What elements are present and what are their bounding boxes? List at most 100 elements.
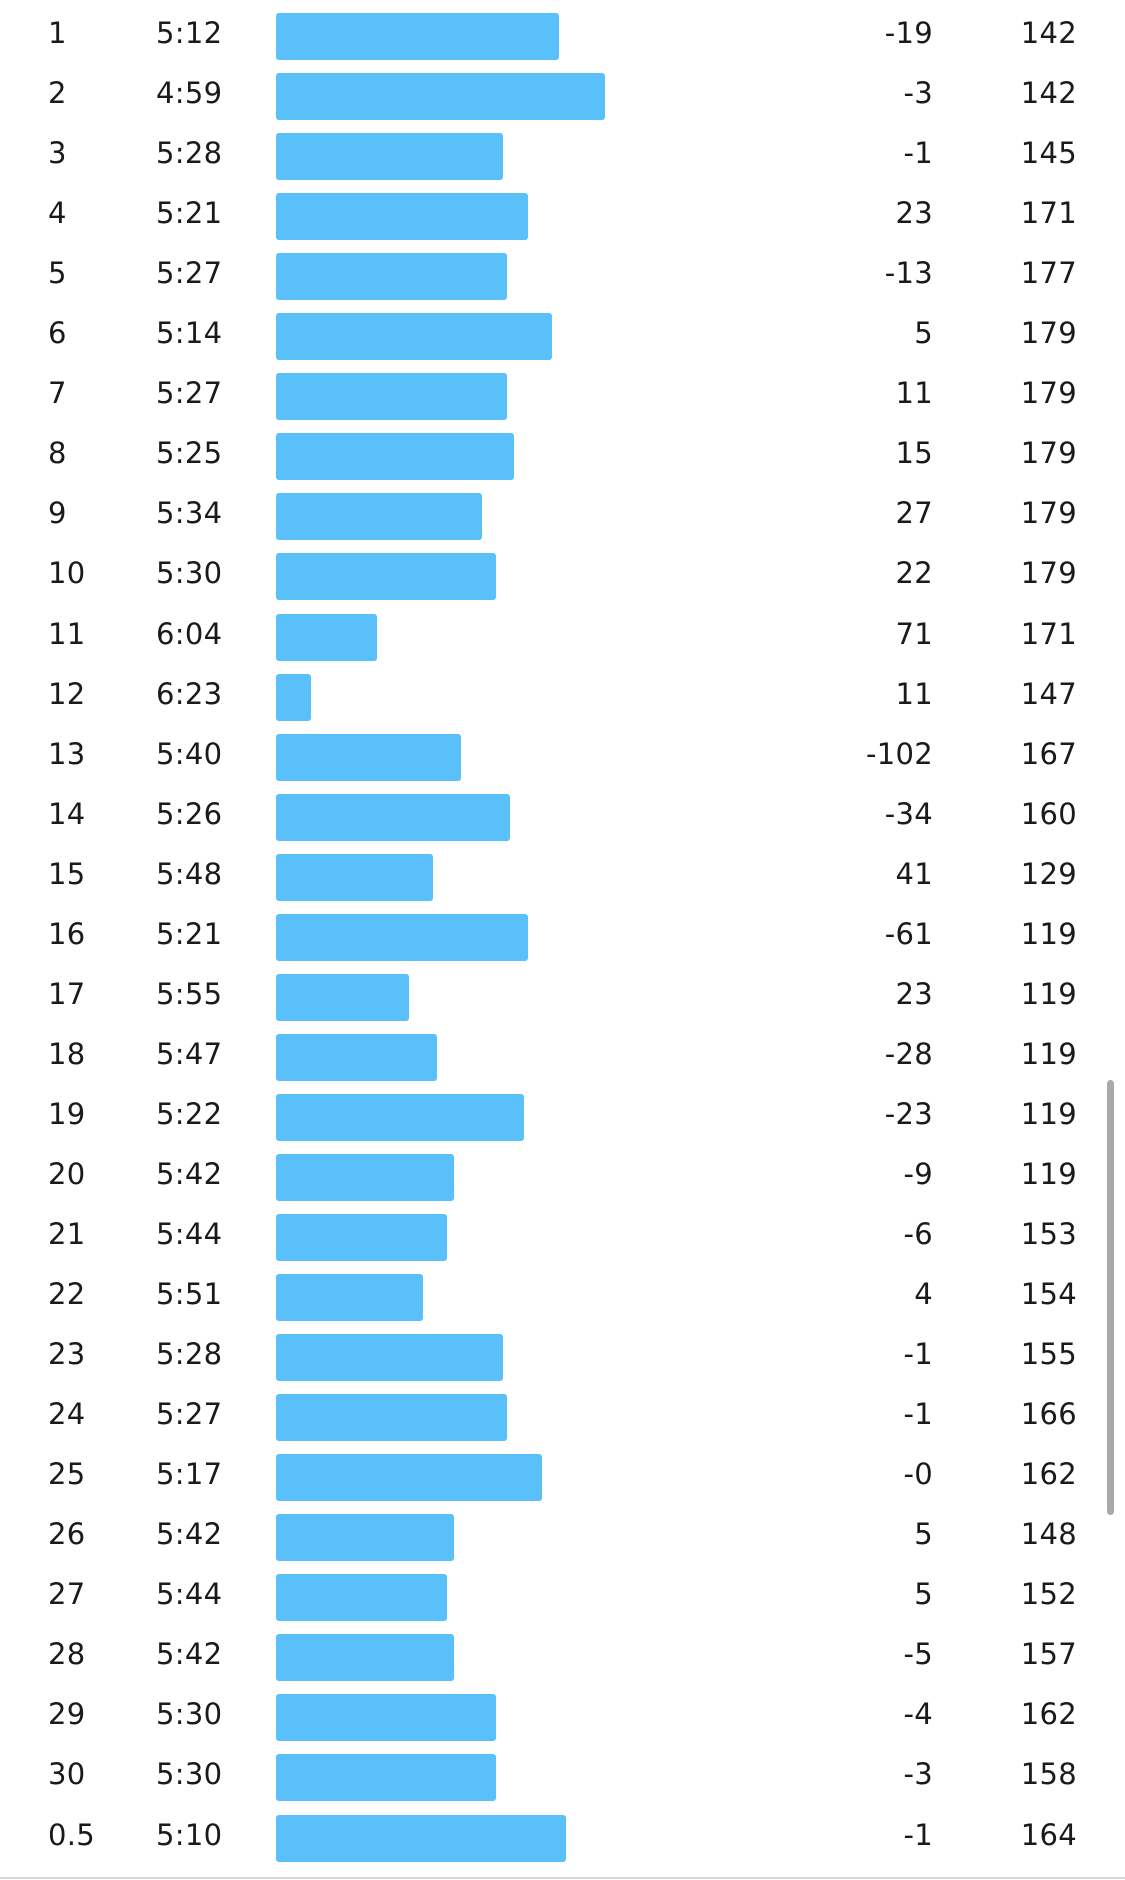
pace-bar: [276, 373, 507, 420]
split-pace: 5:48: [156, 844, 222, 904]
pace-bar: [276, 614, 377, 661]
pace-bar: [276, 1454, 542, 1501]
split-elevation: 5: [813, 1564, 933, 1624]
split-elevation: -1: [813, 1384, 933, 1444]
split-pace: 5:47: [156, 1024, 222, 1084]
split-heart-rate: 167: [957, 724, 1077, 784]
split-elevation: 71: [813, 604, 933, 664]
split-elevation: -9: [813, 1144, 933, 1204]
split-heart-rate: 179: [957, 303, 1077, 363]
split-elevation: 5: [813, 303, 933, 363]
split-row: 16 5:21 -61 119: [0, 904, 1125, 964]
split-heart-rate: 119: [957, 964, 1077, 1024]
split-pace: 5:51: [156, 1264, 222, 1324]
split-elevation: 23: [813, 183, 933, 243]
split-pace: 5:25: [156, 423, 222, 483]
split-pace: 5:10: [156, 1805, 222, 1865]
split-elevation: -1: [813, 1805, 933, 1865]
split-km: 1: [48, 3, 67, 63]
split-pace: 5:22: [156, 1084, 222, 1144]
split-km: 10: [48, 543, 86, 603]
split-elevation: 22: [813, 543, 933, 603]
split-pace: 5:28: [156, 1324, 222, 1384]
split-km: 4: [48, 183, 67, 243]
split-heart-rate: 158: [957, 1744, 1077, 1804]
pace-bar: [276, 253, 507, 300]
split-pace: 5:26: [156, 784, 222, 844]
pace-bar: [276, 73, 605, 120]
split-row: 17 5:55 23 119: [0, 964, 1125, 1024]
split-elevation: -3: [813, 63, 933, 123]
split-pace: 5:12: [156, 3, 222, 63]
split-heart-rate: 119: [957, 1144, 1077, 1204]
split-elevation: -3: [813, 1744, 933, 1804]
pace-bar: [276, 854, 433, 901]
pace-bar: [276, 553, 496, 600]
split-row: 7 5:27 11 179: [0, 363, 1125, 423]
split-km: 28: [48, 1624, 86, 1684]
split-heart-rate: 142: [957, 3, 1077, 63]
split-pace: 5:28: [156, 123, 222, 183]
pace-bar: [276, 794, 510, 841]
split-heart-rate: 171: [957, 183, 1077, 243]
split-row: 25 5:17 -0 162: [0, 1444, 1125, 1504]
split-elevation: -13: [813, 243, 933, 303]
split-row: 13 5:40 -102 167: [0, 724, 1125, 784]
split-row: 10 5:30 22 179: [0, 543, 1125, 603]
pace-bar: [276, 1815, 566, 1862]
split-elevation: -23: [813, 1084, 933, 1144]
split-heart-rate: 160: [957, 784, 1077, 844]
split-pace: 5:27: [156, 243, 222, 303]
split-km: 25: [48, 1444, 86, 1504]
split-elevation: 11: [813, 664, 933, 724]
split-km: 8: [48, 423, 67, 483]
split-heart-rate: 154: [957, 1264, 1077, 1324]
pace-bar: [276, 1334, 503, 1381]
split-heart-rate: 145: [957, 123, 1077, 183]
split-km: 18: [48, 1024, 86, 1084]
pace-bar: [276, 1034, 437, 1081]
split-heart-rate: 148: [957, 1504, 1077, 1564]
split-elevation: 27: [813, 483, 933, 543]
pace-bar: [276, 193, 528, 240]
split-heart-rate: 179: [957, 423, 1077, 483]
bottom-divider: [0, 1877, 1125, 1879]
split-elevation: -19: [813, 3, 933, 63]
split-heart-rate: 164: [957, 1805, 1077, 1865]
split-elevation: -34: [813, 784, 933, 844]
split-pace: 5:27: [156, 363, 222, 423]
split-heart-rate: 162: [957, 1444, 1077, 1504]
split-heart-rate: 179: [957, 483, 1077, 543]
split-heart-rate: 129: [957, 844, 1077, 904]
pace-bar: [276, 1214, 447, 1261]
split-km: 0.5: [48, 1805, 95, 1865]
pace-bar: [276, 1574, 447, 1621]
split-pace: 5:44: [156, 1564, 222, 1624]
split-row: 20 5:42 -9 119: [0, 1144, 1125, 1204]
split-km: 30: [48, 1744, 86, 1804]
scrollbar-thumb[interactable]: [1107, 1080, 1114, 1515]
split-row: 2 4:59 -3 142: [0, 63, 1125, 123]
split-elevation: -6: [813, 1204, 933, 1264]
pace-bar: [276, 1694, 496, 1741]
split-row: 8 5:25 15 179: [0, 423, 1125, 483]
split-pace: 5:44: [156, 1204, 222, 1264]
split-km: 26: [48, 1504, 86, 1564]
split-km: 12: [48, 664, 86, 724]
split-elevation: -102: [813, 724, 933, 784]
split-row: 26 5:42 5 148: [0, 1504, 1125, 1564]
split-km: 21: [48, 1204, 86, 1264]
pace-bar: [276, 974, 409, 1021]
split-pace: 6:23: [156, 664, 222, 724]
split-row: 30 5:30 -3 158: [0, 1744, 1125, 1804]
split-heart-rate: 166: [957, 1384, 1077, 1444]
split-row: 4 5:21 23 171: [0, 183, 1125, 243]
split-heart-rate: 119: [957, 1024, 1077, 1084]
split-heart-rate: 153: [957, 1204, 1077, 1264]
split-heart-rate: 119: [957, 904, 1077, 964]
split-heart-rate: 157: [957, 1624, 1077, 1684]
split-row: 22 5:51 4 154: [0, 1264, 1125, 1324]
split-pace: 5:42: [156, 1144, 222, 1204]
split-heart-rate: 162: [957, 1684, 1077, 1744]
